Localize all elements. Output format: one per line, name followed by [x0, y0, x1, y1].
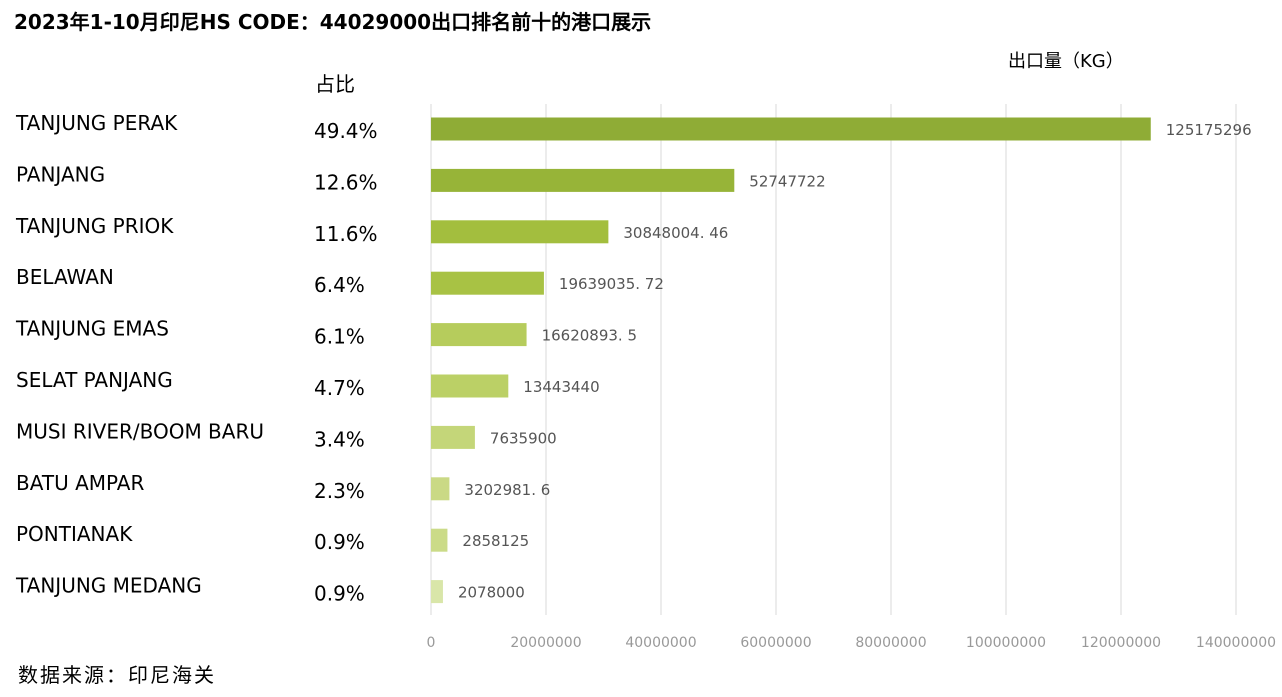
- value-label: 2078000: [458, 584, 525, 602]
- share-label: 0.9%: [314, 582, 365, 606]
- x-tick-label: 120000000: [1081, 635, 1161, 651]
- share-label: 0.9%: [314, 530, 365, 554]
- port-label: BATU AMPAR: [16, 471, 144, 495]
- value-label: 2858125: [462, 532, 529, 550]
- x-tick-label: 140000000: [1196, 635, 1276, 651]
- port-label: TANJUNG MEDANG: [15, 574, 202, 598]
- port-label: BELAWAN: [16, 265, 114, 289]
- bar: [431, 271, 544, 295]
- bar: [431, 168, 735, 192]
- port-label: PONTIANAK: [16, 522, 133, 546]
- value-label: 19639035. 72: [559, 275, 664, 293]
- chart-title: 2023年1-10月印尼HS CODE：44029000出口排名前十的港口展示: [14, 10, 652, 34]
- labels: 0 20000000 40000000 60000000 80000000 1000000…: [15, 111, 1276, 651]
- value-label: 7635900: [490, 429, 557, 447]
- port-label: PANJANG: [16, 162, 105, 186]
- unit-label: 出口量（KG）: [1008, 51, 1124, 72]
- port-label: SELAT PANJANG: [16, 368, 173, 392]
- x-tick-label: 60000000: [740, 635, 811, 651]
- share-label: 49.4%: [314, 119, 378, 143]
- share-column-header: 占比: [315, 72, 355, 96]
- port-label: MUSI RIVER/BOOM BARU: [16, 419, 264, 443]
- value-label: 3202981. 6: [464, 481, 550, 499]
- bar: [431, 528, 448, 552]
- share-label: 6.4%: [314, 273, 365, 297]
- bar: [431, 425, 475, 449]
- bar: [431, 374, 509, 398]
- bars: [431, 117, 1151, 604]
- bar: [431, 477, 450, 501]
- share-label: 11.6%: [314, 222, 378, 246]
- bar: [431, 323, 527, 347]
- share-label: 4.7%: [314, 376, 365, 400]
- x-tick-label: 100000000: [966, 635, 1046, 651]
- bar: [431, 580, 443, 604]
- port-label: TANJUNG PRIOK: [15, 214, 174, 238]
- share-label: 12.6%: [314, 170, 378, 194]
- value-label: 125175296: [1166, 121, 1252, 139]
- value-label: 13443440: [523, 378, 599, 396]
- value-label: 16620893. 5: [542, 327, 637, 345]
- value-label: 52747722: [749, 172, 825, 190]
- value-label: 30848004. 46: [623, 224, 728, 242]
- port-label: TANJUNG PERAK: [15, 111, 178, 135]
- share-label: 2.3%: [314, 479, 365, 503]
- share-label: 6.1%: [314, 325, 365, 349]
- x-tick-label: 0: [427, 635, 436, 651]
- share-label: 3.4%: [314, 427, 365, 451]
- port-label: TANJUNG EMAS: [15, 317, 169, 341]
- bar: [431, 117, 1151, 141]
- x-tick-label: 40000000: [625, 635, 696, 651]
- x-tick-label: 20000000: [510, 635, 581, 651]
- bar: [431, 220, 609, 244]
- data-source: 数据来源：印尼海关: [18, 663, 216, 687]
- x-tick-label: 80000000: [855, 635, 926, 651]
